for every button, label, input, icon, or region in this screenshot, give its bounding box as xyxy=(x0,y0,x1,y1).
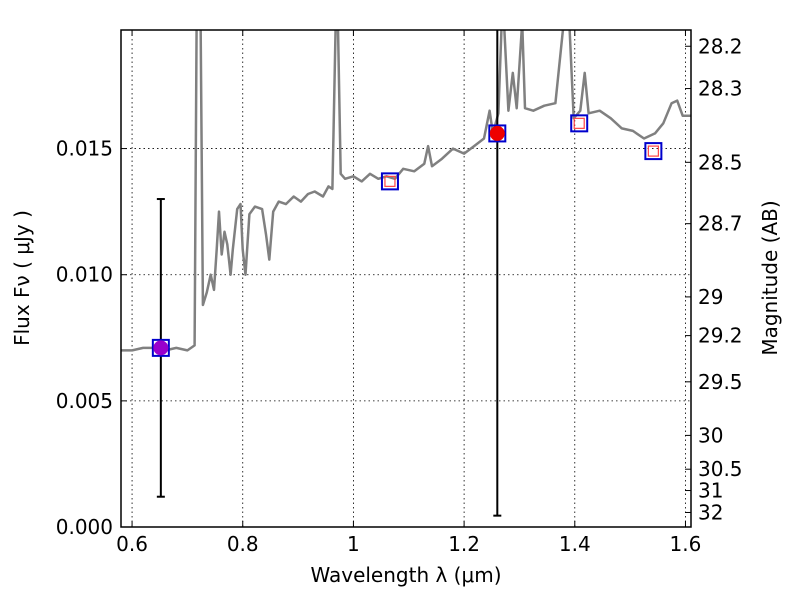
mag-tick-label: 30 xyxy=(698,423,723,447)
plot-frame xyxy=(120,29,692,528)
photometry-point-marker xyxy=(153,340,169,356)
x-tick-label: 1 xyxy=(347,532,360,556)
mag-tick-label: 28.7 xyxy=(698,212,743,236)
mag-tick-label: 29.5 xyxy=(698,370,743,394)
y-tick-label: 0.000 xyxy=(56,515,113,539)
model-square-marker xyxy=(380,172,399,191)
plot-area xyxy=(121,30,691,517)
mag-tick-label: 32 xyxy=(698,500,723,524)
photometry-point-marker xyxy=(489,125,505,141)
x-tick-label: 0.6 xyxy=(116,532,148,556)
sed-spectrum-line xyxy=(121,30,691,352)
mag-tick-label: 29 xyxy=(698,285,723,309)
x-tick-label: 1.4 xyxy=(559,532,591,556)
y-axis-title-right: Magnitude (AB) xyxy=(758,200,782,355)
mag-tick-label: 28.2 xyxy=(698,34,743,58)
x-tick-label: 1.6 xyxy=(670,532,702,556)
mag-tick-label: 28.5 xyxy=(698,150,743,174)
model-square-marker xyxy=(151,338,170,357)
x-tick-label: 1.2 xyxy=(448,532,480,556)
x-axis-title: Wavelength λ (μm) xyxy=(310,563,501,587)
mag-tick-label: 29.2 xyxy=(698,324,743,348)
photometry-open-square-marker xyxy=(573,117,585,129)
photometry-open-square-marker xyxy=(384,175,396,187)
mag-tick-label: 31 xyxy=(698,479,723,503)
y-axis-title-left: Flux Fν ( μJy ) xyxy=(10,210,34,346)
axis-ticks: 0.6 0.8 1 1.2 1.4 1.6 0.000 0.005 0.010 0.015 28.2… xyxy=(56,30,743,556)
model-square-marker xyxy=(570,114,589,133)
grid-lines xyxy=(121,30,691,527)
mag-tick-label: 30.5 xyxy=(698,457,743,481)
x-tick-label: 0.8 xyxy=(227,532,259,556)
mag-tick-label: 28.3 xyxy=(698,77,743,101)
model-square-marker xyxy=(488,124,507,143)
y-tick-label: 0.005 xyxy=(56,389,113,413)
y-tick-label: 0.010 xyxy=(56,263,113,287)
model-square-marker xyxy=(644,142,663,161)
photometry-open-square-marker xyxy=(647,145,659,157)
y-tick-label: 0.015 xyxy=(56,137,113,161)
